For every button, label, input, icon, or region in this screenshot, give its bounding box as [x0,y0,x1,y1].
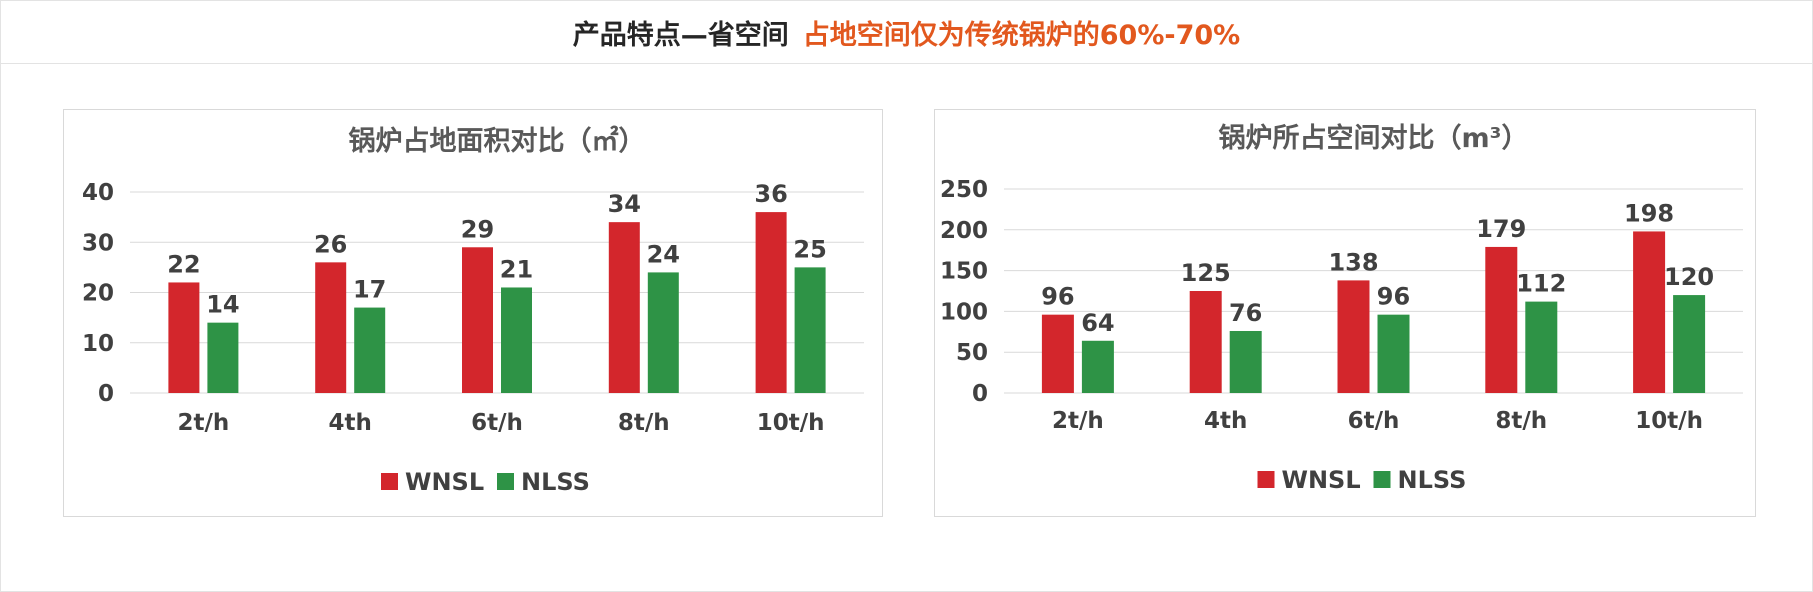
legend-label-nlss: NLSS [521,468,590,496]
data-label: 34 [608,190,641,218]
space-volume-chart-card: 锅炉所占空间对比（m³） 0 50 100 150 200 250 96 64 2t/h 125 76… [934,109,1756,517]
bar-wnsl [168,282,200,393]
legend-swatch-wnsl [381,473,398,490]
legend-label-wnsl: WNSL [1282,466,1361,494]
x-tick-label: 8t/h [618,410,670,436]
data-label: 24 [647,240,680,268]
bar-wnsl [1337,280,1370,393]
data-label: 64 [1081,309,1114,337]
bar-wnsl [1189,291,1222,393]
chart-title: 锅炉占地面积对比（㎡） [349,125,646,157]
legend-label-nlss: NLSS [1398,466,1467,494]
x-tick-label: 10t/h [757,410,825,436]
x-tick-label: 2t/h [1052,408,1104,434]
legend-swatch-wnsl [1257,471,1275,488]
bar-nlss [1081,340,1114,393]
bar-nlss [354,307,386,393]
x-tick-label: 6t/h [471,410,523,436]
x-tick-label: 8t/h [1495,408,1547,434]
bar-nlss [207,322,239,393]
bar-wnsl [462,247,493,393]
data-label: 120 [1664,263,1714,291]
y-tick-label: 0 [972,381,988,407]
data-label: 36 [754,180,787,208]
data-label: 198 [1624,199,1674,227]
header-bar: 产品特点—省空间 占地空间仅为传统锅炉的60%-70% [1,1,1812,64]
x-tick-label: 4th [329,410,372,436]
bar-wnsl [315,262,347,393]
bar-nlss [794,267,826,393]
y-tick-label: 100 [940,299,988,325]
data-label: 138 [1328,248,1378,276]
data-label: 112 [1516,270,1566,298]
x-tick-label: 2t/h [178,410,230,436]
x-tick-label: 10t/h [1635,408,1703,434]
data-label: 22 [167,250,200,278]
bar-wnsl [1041,314,1074,393]
data-label: 96 [1377,283,1410,311]
floor-area-chart-card: 锅炉占地面积对比（㎡） 0 10 20 30 40 22 14 2t/h 26 17 4th 29 21 6… [63,109,883,517]
data-label: 179 [1476,215,1526,243]
legend-swatch-nlss [1373,471,1391,488]
bar-nlss [1525,301,1558,393]
space-volume-chart: 锅炉所占空间对比（m³）05010015020025096642t/h12576… [940,122,1743,494]
y-tick-label: 200 [940,218,988,244]
data-label: 26 [314,230,347,258]
y-tick-label: 50 [956,340,988,366]
data-label: 125 [1181,259,1231,287]
bar-wnsl [755,212,787,393]
data-label: 14 [206,291,239,319]
data-label: 17 [353,276,386,304]
data-label: 21 [500,255,533,283]
y-tick-label: 20 [82,281,114,307]
legend-swatch-nlss [497,473,514,490]
x-tick-label: 4th [1204,408,1247,434]
y-tick-label: 10 [82,331,114,357]
bar-nlss [1377,314,1410,393]
y-tick-label: 0 [98,381,114,407]
data-label: 29 [461,215,494,243]
x-tick-label: 6t/h [1348,408,1400,434]
bar-wnsl [608,222,640,393]
chart-title: 锅炉所占空间对比（m³） [1219,122,1529,154]
y-tick-label: 40 [82,180,114,206]
legend-label-wnsl: WNSL [405,468,484,496]
data-label: 76 [1229,299,1262,327]
data-label: 25 [793,235,826,263]
y-tick-label: 30 [82,230,114,256]
bar-nlss [1673,295,1706,393]
page-title: 产品特点—省空间 [572,19,789,51]
bar-wnsl [1485,246,1518,393]
bar-wnsl [1633,231,1666,393]
y-tick-label: 150 [940,259,988,285]
y-tick-label: 250 [940,177,988,203]
bar-nlss [1229,330,1262,393]
bar-nlss [501,287,532,393]
bar-nlss [647,272,679,393]
page-highlight: 占地空间仅为传统锅炉的60%-70% [802,19,1241,51]
data-label: 96 [1041,283,1074,311]
